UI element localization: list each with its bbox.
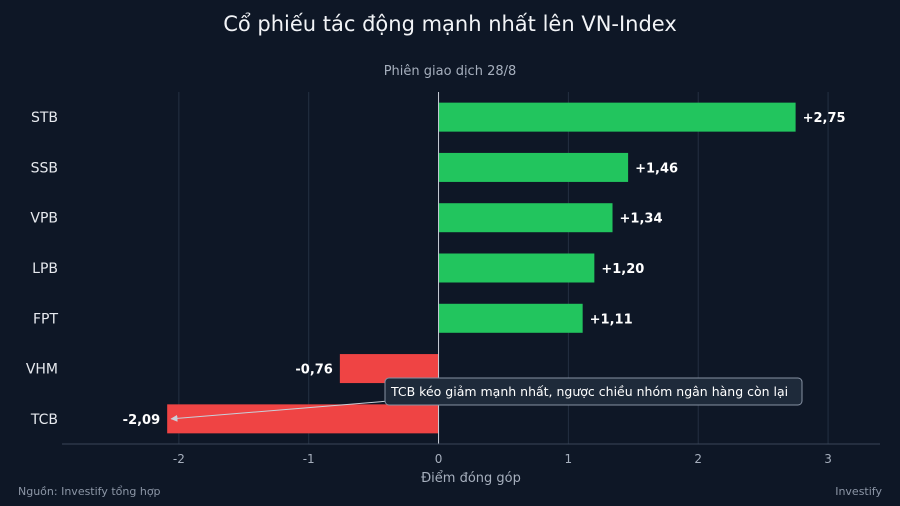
data-label: +1,11 [590,312,633,327]
bar-vpb [438,203,613,233]
bar-stb [438,102,796,132]
category-label: TCB [30,412,58,428]
x-tick-label: 3 [824,452,832,466]
bar-lpb [438,253,595,283]
category-label: STB [31,110,58,126]
data-label: +2,75 [803,111,846,126]
annotation-box [384,377,803,406]
category-label: LPB [32,261,58,277]
data-label: +1,46 [635,161,678,176]
bar-fpt [438,303,583,333]
category-label: SSB [31,160,58,176]
x-axis-title: Điểm đóng góp [421,471,521,486]
category-label: VHM [26,362,58,378]
x-tick-label: -1 [303,452,315,466]
data-label: +1,20 [601,262,644,277]
x-tick-label: 0 [435,452,443,466]
x-tick-label: 1 [565,452,573,466]
chart-title: Cổ phiếu tác động mạnh nhất lên VN-Index [223,12,677,36]
chart-subtitle: Phiên giao dịch 28/8 [383,64,517,79]
x-tick-label: -2 [173,452,185,466]
bar-ssb [438,152,629,182]
annotation-text: TCB kéo giảm mạnh nhất, ngược chiều nhóm… [390,384,788,399]
bar-tcb [167,404,439,434]
data-label: -2,09 [123,413,160,428]
brand-label: Investify [835,485,882,498]
data-label: -0,76 [295,363,332,378]
annotation-arrow [170,400,390,422]
x-tick-label: 2 [694,452,702,466]
category-label: FPT [33,311,58,327]
source-note: Nguồn: Investify tổng hợp [18,485,161,498]
data-label: +1,34 [620,212,663,227]
category-label: VPB [30,211,58,227]
